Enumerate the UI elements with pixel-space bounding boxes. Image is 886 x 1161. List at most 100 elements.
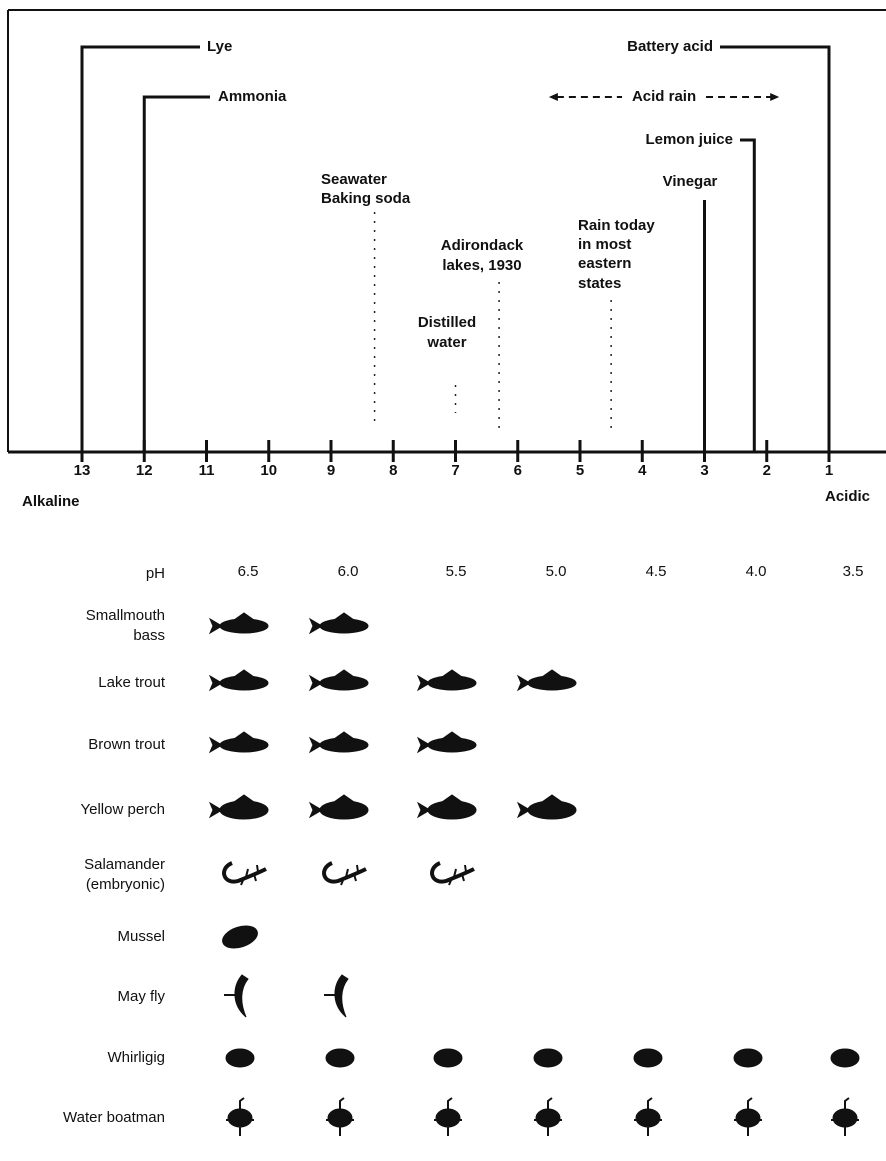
icon-body	[831, 1049, 859, 1067]
organism-icon	[434, 1049, 462, 1067]
marker-label: Lye	[207, 38, 232, 55]
diagram: 13121110987654321AlkalineAcidicLyeAmmoni…	[0, 0, 886, 1161]
acid-rain-label: Acid rain	[632, 88, 696, 105]
icon-body	[534, 1049, 562, 1067]
column-label: 5.0	[546, 563, 567, 580]
icon-tail	[310, 803, 322, 817]
icon-fin	[542, 795, 562, 802]
organism-icon	[534, 1049, 562, 1067]
organism-icon	[634, 1049, 662, 1067]
icon-tail	[310, 676, 322, 690]
icon-body	[228, 1109, 252, 1127]
icon-body	[220, 676, 268, 690]
organism-icon	[310, 670, 368, 690]
organism-icon	[434, 1098, 462, 1136]
organism-icon	[518, 670, 576, 690]
marker-leader	[144, 97, 210, 452]
icon-tail	[518, 803, 530, 817]
row-label: Mussel	[117, 928, 165, 945]
marker-leader	[740, 140, 754, 452]
icon-fin	[542, 670, 562, 677]
marker-label: lakes, 1930	[442, 257, 521, 274]
organism-icon	[326, 1049, 354, 1067]
icon-body	[434, 1049, 462, 1067]
marker-label: Ammonia	[218, 88, 287, 105]
icon-body	[636, 1109, 660, 1127]
row-label: bass	[133, 627, 165, 644]
column-label: 3.5	[843, 563, 864, 580]
icon-body	[320, 676, 368, 690]
row-label: Water boatman	[63, 1109, 165, 1126]
marker-label: Baking soda	[321, 190, 411, 207]
organism-icon	[418, 795, 476, 819]
icon-tail	[418, 738, 430, 752]
row-label: Yellow perch	[81, 801, 166, 818]
acidic-label: Acidic	[825, 488, 870, 505]
icon-fin	[234, 670, 254, 677]
icon-body	[226, 1049, 254, 1067]
icon-body	[320, 801, 368, 819]
organism-icon	[310, 795, 368, 819]
row-label: Salamander	[84, 856, 165, 873]
organism-icon	[210, 795, 268, 819]
row-label: Whirligig	[107, 1049, 165, 1066]
column-label: 4.0	[746, 563, 767, 580]
organism-icon	[310, 732, 368, 752]
marker-label: Lemon juice	[645, 131, 733, 148]
tick-label: 2	[763, 462, 771, 479]
marker-label: Rain today	[578, 217, 655, 234]
row-label: Smallmouth	[86, 607, 165, 624]
column-label: 6.5	[238, 563, 259, 580]
icon-body	[220, 738, 268, 752]
icon-body	[428, 738, 476, 752]
row-label: Lake trout	[98, 674, 166, 691]
icon-tail	[210, 803, 222, 817]
icon-body	[734, 1049, 762, 1067]
marker-label: eastern	[578, 255, 631, 272]
icon-tail	[210, 619, 222, 633]
tick-label: 4	[638, 462, 647, 479]
column-label: 6.0	[338, 563, 359, 580]
icon-body	[220, 922, 260, 952]
icon-body	[736, 1109, 760, 1127]
row-label: Brown trout	[88, 736, 166, 753]
tick-label: 3	[700, 462, 708, 479]
icon-body	[324, 863, 366, 882]
marker-label: Distilled	[418, 314, 476, 331]
organism-icon	[534, 1098, 562, 1136]
marker-leader	[720, 47, 829, 452]
tick-label: 6	[514, 462, 522, 479]
table-header: pH	[146, 565, 165, 582]
icon-body	[328, 1109, 352, 1127]
organism-icon	[518, 795, 576, 819]
icon-body	[528, 801, 576, 819]
tick-label: 13	[74, 462, 91, 479]
icon-fin	[234, 732, 254, 739]
marker-label: states	[578, 275, 621, 292]
marker-label: Vinegar	[663, 173, 718, 190]
icon-tail	[418, 803, 430, 817]
tick-label: 1	[825, 462, 833, 479]
icon-body	[436, 1109, 460, 1127]
icon-body	[528, 676, 576, 690]
organism-icon	[418, 732, 476, 752]
organism-icon	[310, 613, 368, 633]
organism-icon	[831, 1098, 859, 1136]
icon-body	[428, 676, 476, 690]
row-label: (embryonic)	[86, 876, 165, 893]
icon-tail	[210, 676, 222, 690]
organism-icon	[634, 1098, 662, 1136]
icon-fin	[442, 795, 462, 802]
icon-body	[320, 619, 368, 633]
marker-label: Seawater	[321, 171, 387, 188]
alkaline-label: Alkaline	[22, 493, 80, 510]
marker-leader	[82, 47, 200, 452]
icon-fin	[334, 795, 354, 802]
organism-icon	[734, 1049, 762, 1067]
icon-tail	[518, 676, 530, 690]
marker-label: Adirondack	[441, 237, 524, 254]
arrow-head	[770, 93, 779, 101]
column-label: 5.5	[446, 563, 467, 580]
row-label: May fly	[117, 988, 165, 1005]
organism-icon	[324, 863, 366, 885]
